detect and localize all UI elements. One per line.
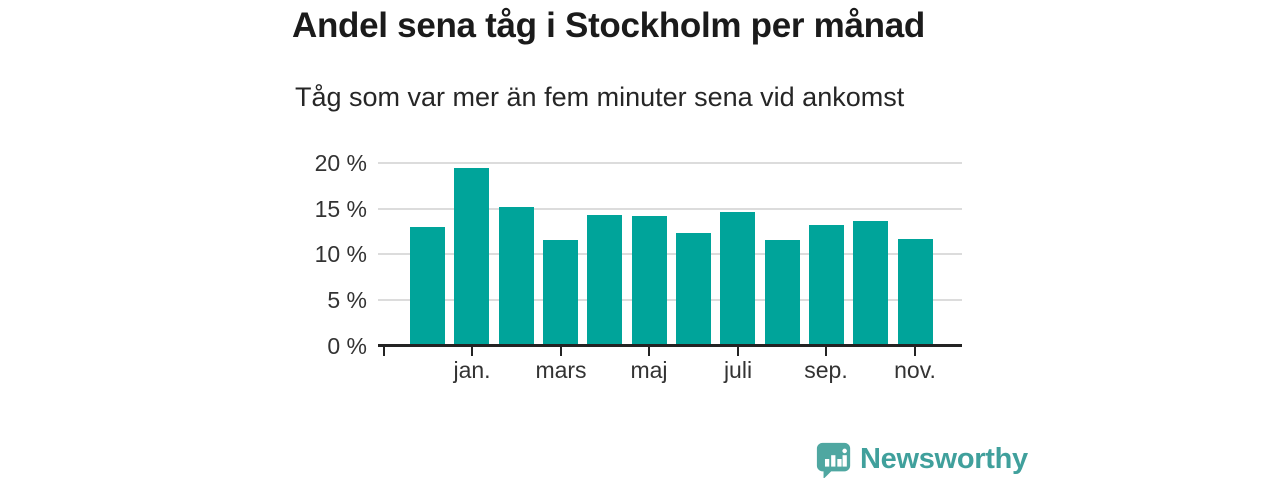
x-axis-tick-label: maj — [630, 357, 668, 383]
brand-footer: Newsworthy — [815, 440, 1028, 480]
y-axis-tick-label: 20 % — [314, 149, 367, 176]
x-axis-tick-label: nov. — [894, 357, 936, 383]
bar-month-6 — [632, 216, 667, 346]
bar-month-8 — [720, 212, 755, 346]
x-axis-tick — [737, 347, 739, 356]
gridline-10 — [378, 253, 962, 256]
x-axis-tick — [914, 347, 916, 356]
chart-title: Andel sena tåg i Stockholm per månad — [292, 6, 925, 45]
x-axis-line — [378, 344, 962, 347]
bar-month-3 — [499, 207, 534, 346]
y-axis-tick-label: 15 % — [314, 195, 367, 222]
gridline-20 — [378, 161, 962, 164]
x-axis-tick — [471, 347, 473, 356]
chart-subtitle: Tåg som var mer än fem minuter sena vid … — [295, 82, 905, 112]
bar-month-1 — [410, 227, 445, 346]
newsworthy-logo-icon — [816, 442, 851, 478]
bar-month-12 — [898, 239, 933, 346]
bar-month-4 — [543, 240, 578, 346]
x-axis-tick — [648, 347, 650, 356]
x-axis-tick — [560, 347, 562, 356]
bar-month-2 — [454, 168, 489, 346]
brand-name: Newsworthy — [860, 443, 1028, 475]
x-axis-tick-label: jan. — [453, 357, 491, 383]
bar-month-5 — [587, 215, 622, 346]
y-axis-tick-label: 10 % — [314, 241, 367, 268]
bar-month-11 — [853, 221, 888, 346]
x-axis-tick-label: mars — [535, 357, 587, 383]
bar-month-7 — [676, 233, 711, 346]
x-axis-tick-label: juli — [723, 357, 753, 383]
y-axis-tick-label: 0 % — [327, 333, 367, 359]
x-axis-tick-label: sep. — [804, 357, 848, 383]
gridline-5 — [378, 299, 962, 302]
bar-month-10 — [809, 225, 844, 346]
gridline-15 — [378, 207, 962, 210]
y-axis-tick-label: 5 % — [327, 287, 367, 314]
x-axis-tick-edge — [383, 347, 385, 356]
bar-month-9 — [765, 240, 800, 346]
x-axis-tick — [825, 347, 827, 356]
